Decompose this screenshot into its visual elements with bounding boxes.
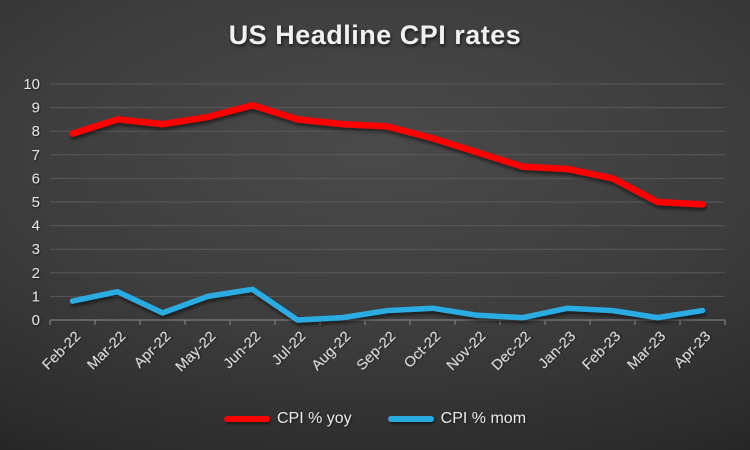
gridlines-layer [50,83,725,297]
x-axis-tick-label: Oct-22 [400,328,444,372]
chart-legend: CPI % yoy CPI % mom [0,405,750,433]
x-axis-tick-label: Apr-23 [670,328,714,372]
series-layer [69,101,706,323]
x-axis-tick-label: Nov-22 [443,328,489,374]
x-axis-tick-label: Mar-23 [624,328,670,374]
x-axis-tick-label: Aug-22 [308,328,354,374]
y-axis-tick-label: 7 [32,147,40,164]
series-line-cpi-yoy [69,101,706,208]
y-axis-tick-label: 4 [32,218,40,235]
x-axis-tick-label: Feb-23 [579,328,625,374]
y-axis-tick-label: 10 [23,76,40,93]
y-axis-tick-label: 3 [32,241,40,258]
x-axis-tick-label: Dec-22 [488,328,534,374]
legend-item-cpi-mom: CPI % mom [387,410,527,428]
legend-swatch-yoy-line [223,416,270,422]
x-axis-tick-label: May-22 [172,328,219,375]
x-axis-tick-label: Sep-22 [353,328,399,374]
y-axis-tick-label: 5 [32,194,40,211]
y-axis-tick-label: 0 [32,312,40,329]
y-axis-tick-label: 2 [32,265,40,282]
series-line-cpi-mom [69,286,706,323]
axis-layer [49,319,726,325]
y-axis-tick-label: 8 [32,123,40,140]
x-axis-tick-label: Jan-23 [535,328,579,372]
x-axis-tick-label: Feb-22 [39,328,85,374]
x-axis-tick-label: Jul-22 [268,328,309,369]
y-axis-tick-label: 9 [32,100,40,117]
x-axis-tick-label: Jun-22 [220,328,264,372]
legend-swatch-mom-line [387,416,434,422]
y-axis-tick-label: 6 [32,170,40,187]
x-axis-tick-label: Apr-22 [130,328,174,372]
legend-label: CPI % mom [440,410,527,427]
legend-label: CPI % yoy [276,410,352,427]
chart-title: US Headline CPI rates [228,20,522,50]
x-axis-tick-label: Mar-22 [84,328,130,374]
legend-item-cpi-yoy: CPI % yoy [223,410,352,428]
y-axis-tick-label: 1 [32,288,40,305]
